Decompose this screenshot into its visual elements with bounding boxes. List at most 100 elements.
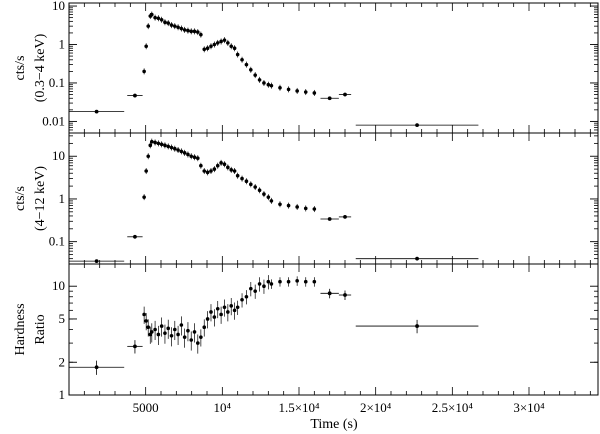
data-point bbox=[179, 26, 184, 31]
y-tick-label: 1 bbox=[59, 37, 66, 52]
data-point bbox=[240, 176, 244, 181]
data-point bbox=[202, 169, 207, 173]
data-point bbox=[196, 30, 200, 34]
data-point bbox=[179, 149, 184, 154]
data-point bbox=[192, 155, 197, 159]
data-point bbox=[212, 167, 217, 171]
data-point bbox=[163, 331, 167, 335]
data-point bbox=[156, 141, 161, 146]
y-axis-label-line2: (4−12 keV) bbox=[33, 166, 48, 231]
x-tick-label: 2×10⁴ bbox=[360, 400, 392, 415]
data-point bbox=[169, 334, 174, 338]
data-point bbox=[142, 69, 146, 74]
data-point bbox=[286, 203, 291, 208]
y-tick-label: 2 bbox=[59, 354, 66, 369]
data-point bbox=[199, 335, 203, 339]
data-point bbox=[199, 163, 203, 168]
data-point bbox=[244, 294, 249, 299]
data-point bbox=[205, 317, 210, 321]
data-point bbox=[266, 279, 271, 284]
x-tick-label: 2.5×10⁴ bbox=[432, 400, 474, 415]
data-point bbox=[262, 284, 266, 289]
panel-2: 0.1 1 10 cts/s (4−12 keV) bbox=[13, 132, 599, 265]
data-point bbox=[189, 338, 194, 342]
data-point bbox=[142, 312, 146, 317]
data-point bbox=[182, 151, 187, 155]
data-point bbox=[146, 154, 151, 159]
data-point bbox=[215, 163, 220, 168]
data-point bbox=[144, 319, 148, 323]
data-point bbox=[94, 365, 99, 370]
data-point bbox=[163, 143, 167, 148]
data-point bbox=[209, 310, 213, 314]
y-axis-label-line2: Ratio bbox=[33, 314, 48, 344]
data-point bbox=[202, 47, 207, 52]
y-tick-label: 0.1 bbox=[49, 75, 65, 90]
data-point bbox=[278, 202, 282, 207]
data-point bbox=[222, 305, 227, 310]
data-point bbox=[415, 123, 419, 128]
x-tick-label: 3×10⁴ bbox=[513, 400, 545, 415]
data-point bbox=[156, 332, 161, 337]
data-point bbox=[249, 67, 253, 72]
data-point bbox=[226, 310, 230, 314]
data-point bbox=[229, 304, 234, 308]
data-point bbox=[253, 73, 257, 77]
data-point bbox=[269, 83, 274, 88]
data-point bbox=[229, 44, 234, 49]
data-point bbox=[229, 168, 234, 172]
data-point bbox=[144, 44, 148, 49]
y-tick-label: 0.1 bbox=[49, 234, 65, 249]
data-point bbox=[209, 44, 213, 49]
panel-frame bbox=[68, 2, 599, 134]
data-point bbox=[257, 78, 262, 82]
y-axis-label-line2: (0.3−4 keV) bbox=[33, 33, 48, 102]
y-tick-label: 10 bbox=[52, 278, 65, 293]
data-point bbox=[205, 46, 210, 51]
y-tick-label: 0.01 bbox=[42, 113, 65, 128]
data-point bbox=[343, 92, 347, 97]
data-point bbox=[219, 39, 223, 44]
panel-3: 1 2 5 10 Hardness Ratio bbox=[13, 263, 599, 402]
data-point bbox=[192, 330, 197, 334]
data-point bbox=[159, 142, 164, 147]
data-point bbox=[215, 306, 220, 311]
data-point bbox=[327, 291, 332, 296]
data-point bbox=[148, 143, 153, 148]
data-point bbox=[327, 217, 332, 221]
data-point bbox=[133, 93, 137, 98]
data-point bbox=[173, 24, 177, 28]
data-point bbox=[179, 323, 184, 327]
y-tick-label: 1 bbox=[59, 191, 66, 206]
data-point bbox=[146, 24, 151, 28]
data-point bbox=[415, 324, 419, 328]
data-point bbox=[232, 46, 237, 51]
data-point bbox=[166, 144, 171, 149]
data-point bbox=[150, 12, 154, 17]
data-point bbox=[205, 170, 210, 175]
data-point bbox=[312, 207, 317, 211]
y-axis-label-line1: cts/s bbox=[13, 56, 28, 81]
y-tick-label: 10 bbox=[52, 0, 65, 13]
data-point bbox=[196, 341, 200, 345]
data-point bbox=[173, 146, 177, 151]
data-point bbox=[142, 195, 146, 199]
y-tick-label: 10 bbox=[52, 148, 65, 163]
data-point bbox=[249, 182, 253, 187]
data-point bbox=[295, 89, 299, 93]
data-point bbox=[192, 29, 197, 34]
data-point bbox=[253, 185, 257, 189]
data-point bbox=[327, 96, 332, 101]
data-point bbox=[189, 154, 194, 159]
y-axis-label-line1: Hardness bbox=[13, 303, 28, 355]
data-point bbox=[150, 139, 154, 144]
data-point bbox=[146, 325, 151, 329]
data-point bbox=[249, 286, 253, 291]
data-point bbox=[153, 140, 157, 145]
data-point bbox=[303, 206, 308, 211]
data-point bbox=[182, 28, 187, 32]
data-point bbox=[144, 169, 148, 173]
data-point bbox=[253, 289, 257, 293]
data-point bbox=[219, 312, 223, 317]
